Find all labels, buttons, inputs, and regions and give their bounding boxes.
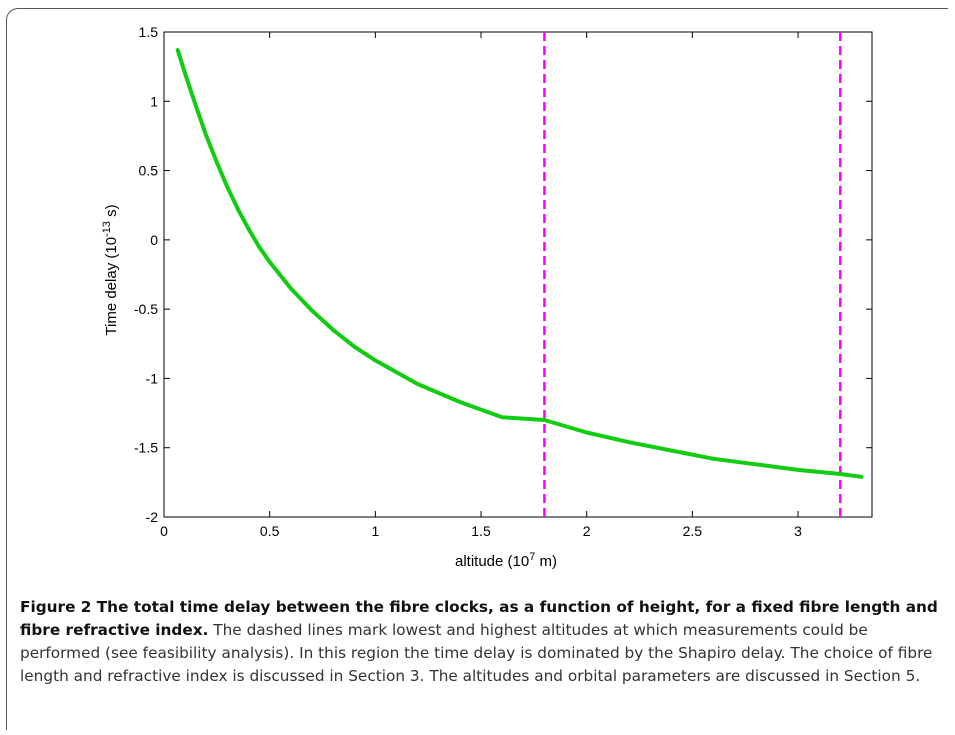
x-tick-label: 0 <box>160 523 168 539</box>
x-axis-ticks: 0 0.5 1 1.5 2 2.5 3 <box>160 32 802 539</box>
vertical-marker-lines <box>543 32 842 517</box>
x-tick-label: 2 <box>583 523 591 539</box>
x-tick-label: 1.5 <box>471 523 491 539</box>
caption-title: Figure 2 The total time delay between th… <box>20 598 938 639</box>
y-tick-label: -2 <box>146 509 159 525</box>
y-tick-label: -1 <box>146 370 159 386</box>
series-line <box>175 48 864 479</box>
y-axis-ticks: -2 -1.5 -1 -0.5 0 0.5 1 1.5 <box>134 24 872 525</box>
chart: 0 0.5 1 1.5 2 2.5 3 -2 -1.5 -1 -0.5 0 0.5 1 1.5 altit… <box>101 24 873 570</box>
y-tick-label: 0.5 <box>139 163 159 179</box>
y-tick-label: 1 <box>150 93 158 109</box>
y-tick-label: 0 <box>150 232 158 248</box>
data-series <box>175 48 864 479</box>
figure-caption: Figure 2 The total time delay between th… <box>20 596 945 688</box>
plot-area <box>163 31 873 518</box>
y-tick-label: 1.5 <box>139 24 159 40</box>
x-tick-label: 2.5 <box>683 523 703 539</box>
caption-body: The dashed lines mark lowest and highest… <box>20 621 933 685</box>
y-tick-label: -0.5 <box>134 301 158 317</box>
figure-frame <box>6 8 948 730</box>
y-tick-label: -1.5 <box>134 440 158 456</box>
x-axis-title: altitude (107 m) <box>455 551 557 570</box>
y-axis-title: Time delay (10-13 s) <box>101 204 120 335</box>
x-tick-label: 0.5 <box>260 523 280 539</box>
x-tick-label: 1 <box>371 523 379 539</box>
x-tick-label: 3 <box>794 523 802 539</box>
